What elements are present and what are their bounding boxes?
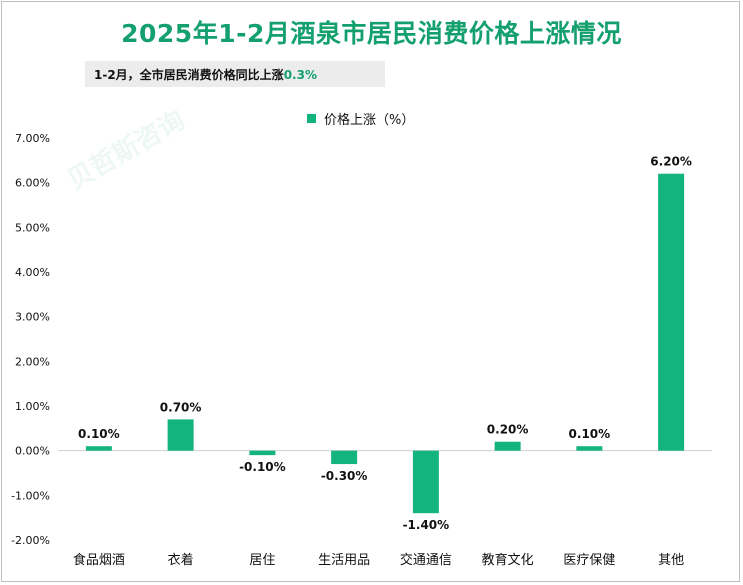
subtitle-value: 0.3% [283,68,317,82]
subtitle: 1-2月，全市居民消费价格同比上涨0.3% [94,66,317,83]
bar [412,450,439,514]
data-label: 6.20% [650,155,692,169]
x-tick-label: 食品烟酒 [73,552,125,568]
bar [494,441,521,451]
bar [249,450,276,456]
y-tick-label: 1.00% [15,400,50,413]
data-label: 0.10% [569,427,611,441]
y-tick-label: 6.00% [15,177,50,190]
subtitle-box [85,61,385,87]
y-tick-label: 2.00% [15,355,50,368]
data-label: 0.20% [487,423,529,437]
data-label: -1.40% [403,518,450,532]
x-tick-label: 衣着 [168,552,194,568]
data-label: 0.70% [160,400,202,414]
y-tick-label: 5.00% [15,221,50,234]
x-tick-label: 其他 [658,553,684,568]
data-label: -0.10% [239,460,286,474]
bar [658,173,685,451]
legend-swatch [307,114,316,123]
legend-label: 价格上涨（%） [324,113,415,128]
data-label: -0.30% [321,469,368,483]
y-tick-label: -2.00% [11,534,50,547]
y-tick-label: 0.00% [15,445,50,458]
subtitle-text: 1-2月，全市居民消费价格同比上涨 [94,68,284,82]
y-tick-label: -1.00% [11,489,50,502]
bar [167,419,194,451]
y-tick-label: 7.00% [15,132,50,145]
y-tick-label: 4.00% [15,266,50,279]
bar [85,446,112,451]
y-tick-label: 3.00% [15,311,50,324]
x-tick-label: 交通通信 [400,552,452,568]
chart-title: 2025年1-2月酒泉市居民消费价格上涨情况 [121,19,622,48]
data-label: 0.10% [78,427,120,441]
x-tick-label: 教育文化 [482,552,534,568]
legend: 价格上涨（%） [307,109,414,128]
x-tick-label: 生活用品 [318,553,370,568]
x-tick-label: 居住 [249,553,275,568]
bar [331,450,358,465]
bar [576,446,603,451]
x-tick-label: 医疗保健 [563,553,615,568]
